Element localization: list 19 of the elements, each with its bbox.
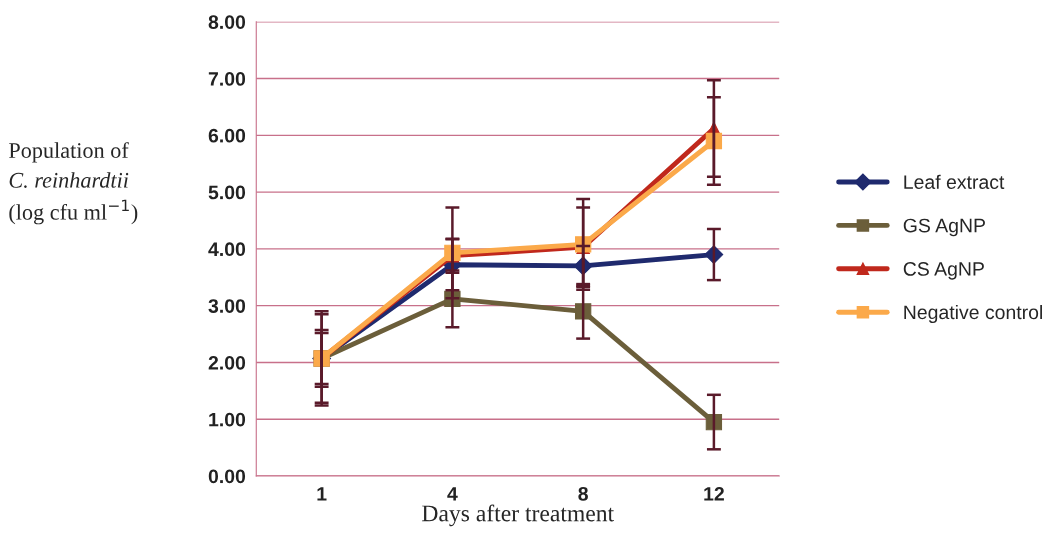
y-tick-label: 1.00: [209, 412, 246, 427]
y-tick-label: 5.00: [208, 185, 246, 200]
y-tick-label: 8.00: [208, 15, 246, 29]
x-tick-label: 4: [447, 487, 458, 501]
y-tick-label: 7.00: [208, 72, 246, 86]
legend-label: CS AgNP: [903, 262, 984, 280]
x-tick-label: 1: [317, 487, 327, 501]
y-axis-title: Population of C. reinhardtii (log cfu ml$^{−1}$): [9, 142, 138, 225]
y-tick-label: 3.00: [208, 299, 246, 313]
x-tick-label: 8: [578, 486, 588, 501]
x-tick-label: 12: [704, 486, 724, 501]
y-tick-label: 0.00: [208, 469, 246, 484]
y-tick-label: 6.00: [208, 128, 246, 143]
legend-label: GS AgNP: [903, 218, 985, 237]
x-axis-title: Days after treatment: [422, 504, 614, 527]
legend-label: Negative control: [904, 304, 1042, 324]
legend-label: Leaf extract: [904, 174, 1005, 189]
y-tick-label: 4.00: [208, 242, 246, 257]
y-tick-label: 2.00: [208, 355, 246, 370]
